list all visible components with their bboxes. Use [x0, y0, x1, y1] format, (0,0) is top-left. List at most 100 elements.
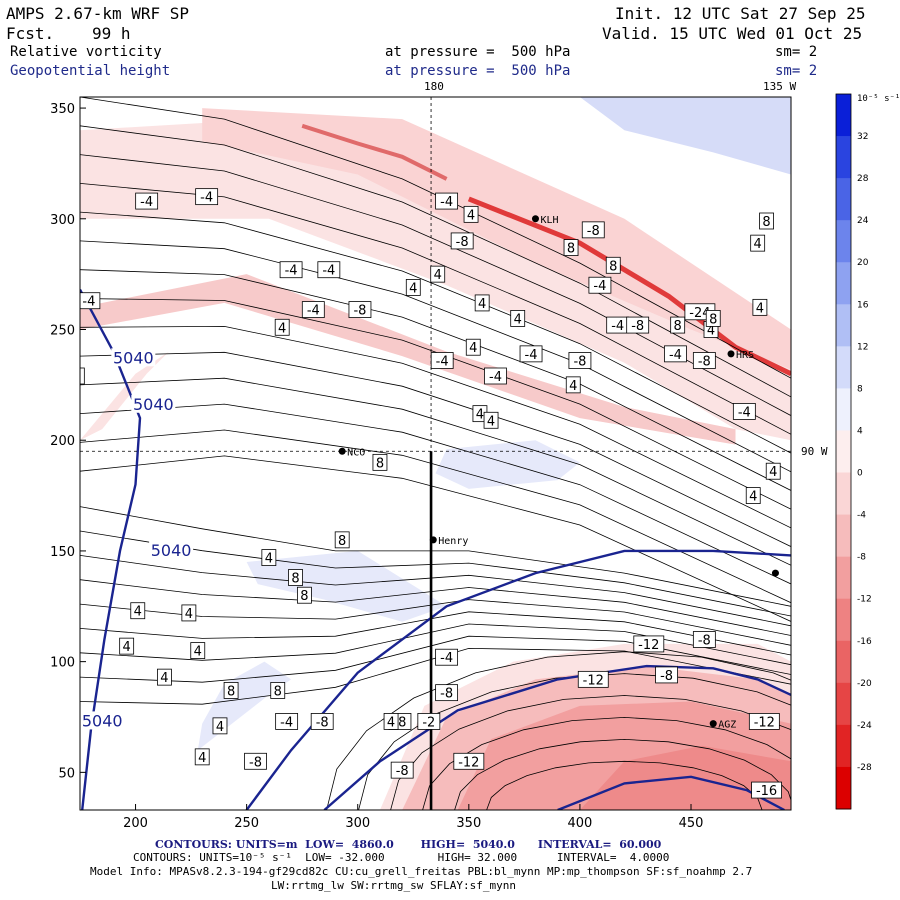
vort-arc-0: [486, 760, 763, 810]
vort-contour-12: [80, 429, 791, 604]
station-label: NCO: [347, 447, 365, 458]
height-label: 5040: [133, 395, 174, 414]
vort-label: -4: [738, 405, 751, 420]
colorbar-label: 8: [857, 384, 863, 394]
vort-label: -4: [593, 279, 606, 294]
vort-label-box: [664, 345, 687, 363]
station-dot: [771, 569, 779, 577]
vort-label-box: [261, 549, 277, 566]
vort-arc-2: [422, 716, 791, 810]
vort-arc-3: [390, 695, 791, 810]
colorbar-swatch: [836, 94, 851, 137]
vort-contour-11: [80, 403, 791, 585]
plot-frame: [79, 96, 792, 811]
vort-label: 4: [569, 379, 577, 394]
colorbar-label: 12: [857, 342, 868, 352]
vort-label-box: [519, 345, 543, 363]
vort-label-box: [563, 239, 579, 256]
y-tick-label: 100: [50, 656, 75, 671]
x-tick-label: 200: [123, 816, 148, 831]
x-tick-label: 350: [456, 816, 481, 831]
vort-fill-3: [80, 351, 169, 441]
vort-label-box: [732, 403, 756, 420]
colorbar-label: 28: [857, 174, 869, 184]
vort-label: -8: [440, 687, 453, 702]
vort-label-box: [279, 261, 303, 279]
jet-streak-band: [467, 196, 791, 377]
vorticity-labels: -4 -4 -4 -4 -4 -4 -4 -4 -4 -4 -4 -4 -4 -4 -4 -4 -4 -8 -8 -8…: [67, 188, 782, 799]
vort-label-box: [157, 668, 172, 686]
vort-label-box: [453, 752, 485, 770]
vort-arc-4: [358, 673, 791, 810]
vort-label: 8: [609, 259, 617, 274]
vort-label: 4: [469, 341, 477, 356]
colorbar-frame: [835, 93, 852, 810]
colorbar-label: -24: [857, 721, 872, 731]
field1-level: at pressure = 500 hPa: [385, 44, 571, 60]
vort-label-box: [435, 684, 459, 702]
valid-time: Valid. 15 UTC Wed 01 Oct 25: [602, 24, 863, 43]
y-tick-label: 250: [50, 324, 75, 339]
vort-label-box: [275, 713, 299, 730]
field2-sm: sm= 2: [775, 63, 818, 79]
model-title: AMPS 2.67-km WRF SP: [6, 4, 190, 23]
x-tick-label: 300: [345, 816, 370, 831]
vort-label: 4: [265, 552, 273, 567]
station-label: HRS: [736, 350, 754, 361]
station-label: Henry: [438, 536, 468, 547]
vort-label-box: [510, 310, 526, 327]
vort-fill-5: [246, 550, 447, 622]
vort-contour-10: [80, 377, 791, 566]
vort-label: 8: [291, 572, 299, 587]
station-dot: [338, 447, 346, 455]
vort-label-box: [80, 367, 85, 385]
vort-label: 4: [769, 465, 777, 480]
vort-label-box: [692, 631, 716, 648]
station-dot: [727, 350, 735, 358]
vort-label: -8: [587, 224, 600, 239]
vort-contour-13: [80, 455, 791, 622]
vort-label: -4: [525, 348, 538, 363]
vort-label-box: [752, 298, 768, 316]
vort-label: -8: [316, 715, 329, 730]
vort-contour-0: [80, 97, 791, 379]
vort-label: 8: [709, 312, 717, 327]
vort-label-box: [190, 642, 206, 659]
height-contour-1: [245, 549, 791, 810]
vort-label-box: [605, 256, 621, 274]
station-dot: [429, 536, 437, 544]
vort-label-box: [334, 531, 350, 549]
vort-label: -4: [140, 195, 153, 210]
vort-label-box: [463, 205, 479, 223]
colorbar-swatch: [836, 388, 851, 431]
vort-label-box: [288, 569, 303, 586]
field1-sm: sm= 2: [775, 44, 818, 60]
vort-label-box: [212, 717, 228, 735]
vort-label: -8: [456, 235, 469, 250]
vort-label: -4: [67, 370, 80, 385]
vort-contour-7: [80, 298, 791, 510]
height-label-bg: [111, 348, 156, 367]
vort-label: -12: [458, 755, 479, 770]
vort-label: 4: [198, 751, 206, 766]
vort-label: 4: [756, 301, 764, 316]
colorbar-label: 32: [857, 132, 868, 142]
colorbar-swatch: [836, 472, 851, 516]
vort-label: -4: [82, 295, 95, 310]
station-dot: [709, 720, 717, 728]
vort-label: -8: [698, 634, 711, 649]
vort-label: 4: [487, 414, 495, 429]
vort-label: 4: [478, 297, 486, 312]
vort-label: -2: [422, 715, 435, 730]
vort-label-box: [372, 453, 388, 471]
height-label: 5040: [113, 348, 154, 367]
colorbar-swatch: [836, 262, 851, 305]
station-dot: [531, 215, 539, 223]
vort-label: -4: [285, 264, 298, 279]
stations: KLH HRS NCO Henry AGZ: [338, 215, 779, 731]
vort-label-box: [568, 352, 592, 369]
vort-label-box: [745, 487, 761, 504]
height-label: 5040: [151, 541, 192, 560]
colorbar: 32 28 24 20 16 12 8 4 0 -4 -8 -12 -16 -20 -24 -28: [835, 93, 872, 810]
